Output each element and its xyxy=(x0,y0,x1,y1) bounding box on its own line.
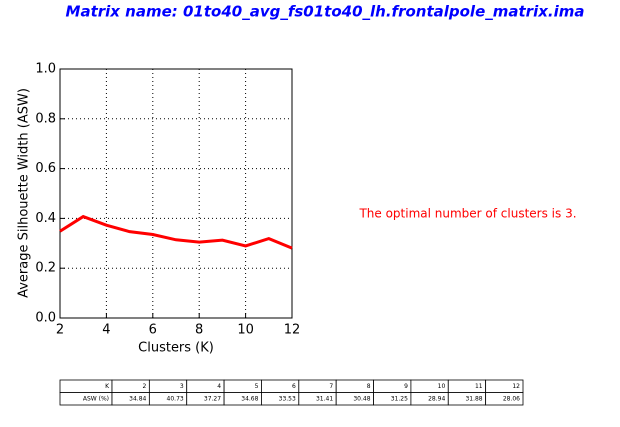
y-tick-label: 0.8 xyxy=(35,111,56,126)
table-cell-text: 40.73 xyxy=(167,395,184,402)
annotation: The optimal number of clusters is 3. xyxy=(358,207,576,221)
y-tick-label: 0.0 xyxy=(35,311,56,326)
y-tick-label: 1.0 xyxy=(35,62,56,77)
x-tick-label: 6 xyxy=(149,323,157,338)
table-cell-text: 30.48 xyxy=(353,395,370,402)
table-cell-text: 2 xyxy=(143,383,147,390)
y-tick-label: 0.6 xyxy=(35,161,56,176)
table-cell-text: 5 xyxy=(255,383,259,390)
y-axis-label: Average Silhouette Width (ASW) xyxy=(17,88,32,298)
table-cell-text: 9 xyxy=(404,383,408,390)
x-tick-label: 8 xyxy=(195,323,203,338)
table-cell-text: 4 xyxy=(217,383,221,390)
table-cell-text: 37.27 xyxy=(204,395,221,402)
table-cell-text: 33.53 xyxy=(279,395,296,402)
table-cell-text: 31.25 xyxy=(391,395,408,402)
x-axis-label: Clusters (K) xyxy=(138,341,214,356)
x-tick-label: 2 xyxy=(56,323,64,338)
plot-frame xyxy=(59,68,293,319)
chart-title: Matrix name: 01to40_avg_fs01to40_lh.fron… xyxy=(66,3,585,21)
line-series xyxy=(59,214,293,250)
y-tick-label: 0.4 xyxy=(35,211,56,226)
table-cell-text: 28.94 xyxy=(428,395,445,402)
table-cell-text: 31.88 xyxy=(465,395,482,402)
table-cell-text: 31.41 xyxy=(316,395,333,402)
x-tick-label: 10 xyxy=(237,323,254,338)
table-cell-text: 34.84 xyxy=(129,395,146,402)
table-cell-text: 7 xyxy=(329,383,333,390)
table-cell-text: 11 xyxy=(475,383,483,390)
y-tick-label: 0.2 xyxy=(35,261,56,276)
x-tick-label: 12 xyxy=(284,323,301,338)
table-cell-text: ASW (%) xyxy=(83,395,109,402)
x-tick-label: 4 xyxy=(102,323,110,338)
table-cell-text: 28.06 xyxy=(503,395,520,402)
table-cell xyxy=(485,392,524,406)
table-cell-text: 6 xyxy=(292,383,296,390)
table-cell-text: 8 xyxy=(367,383,371,390)
table-cell-text: 3 xyxy=(180,383,184,390)
table-cell-text: 34.68 xyxy=(241,395,258,402)
table-cell-text: 10 xyxy=(438,383,446,390)
table-cell-text: K xyxy=(105,383,110,390)
table-cell-text: 12 xyxy=(512,383,520,390)
